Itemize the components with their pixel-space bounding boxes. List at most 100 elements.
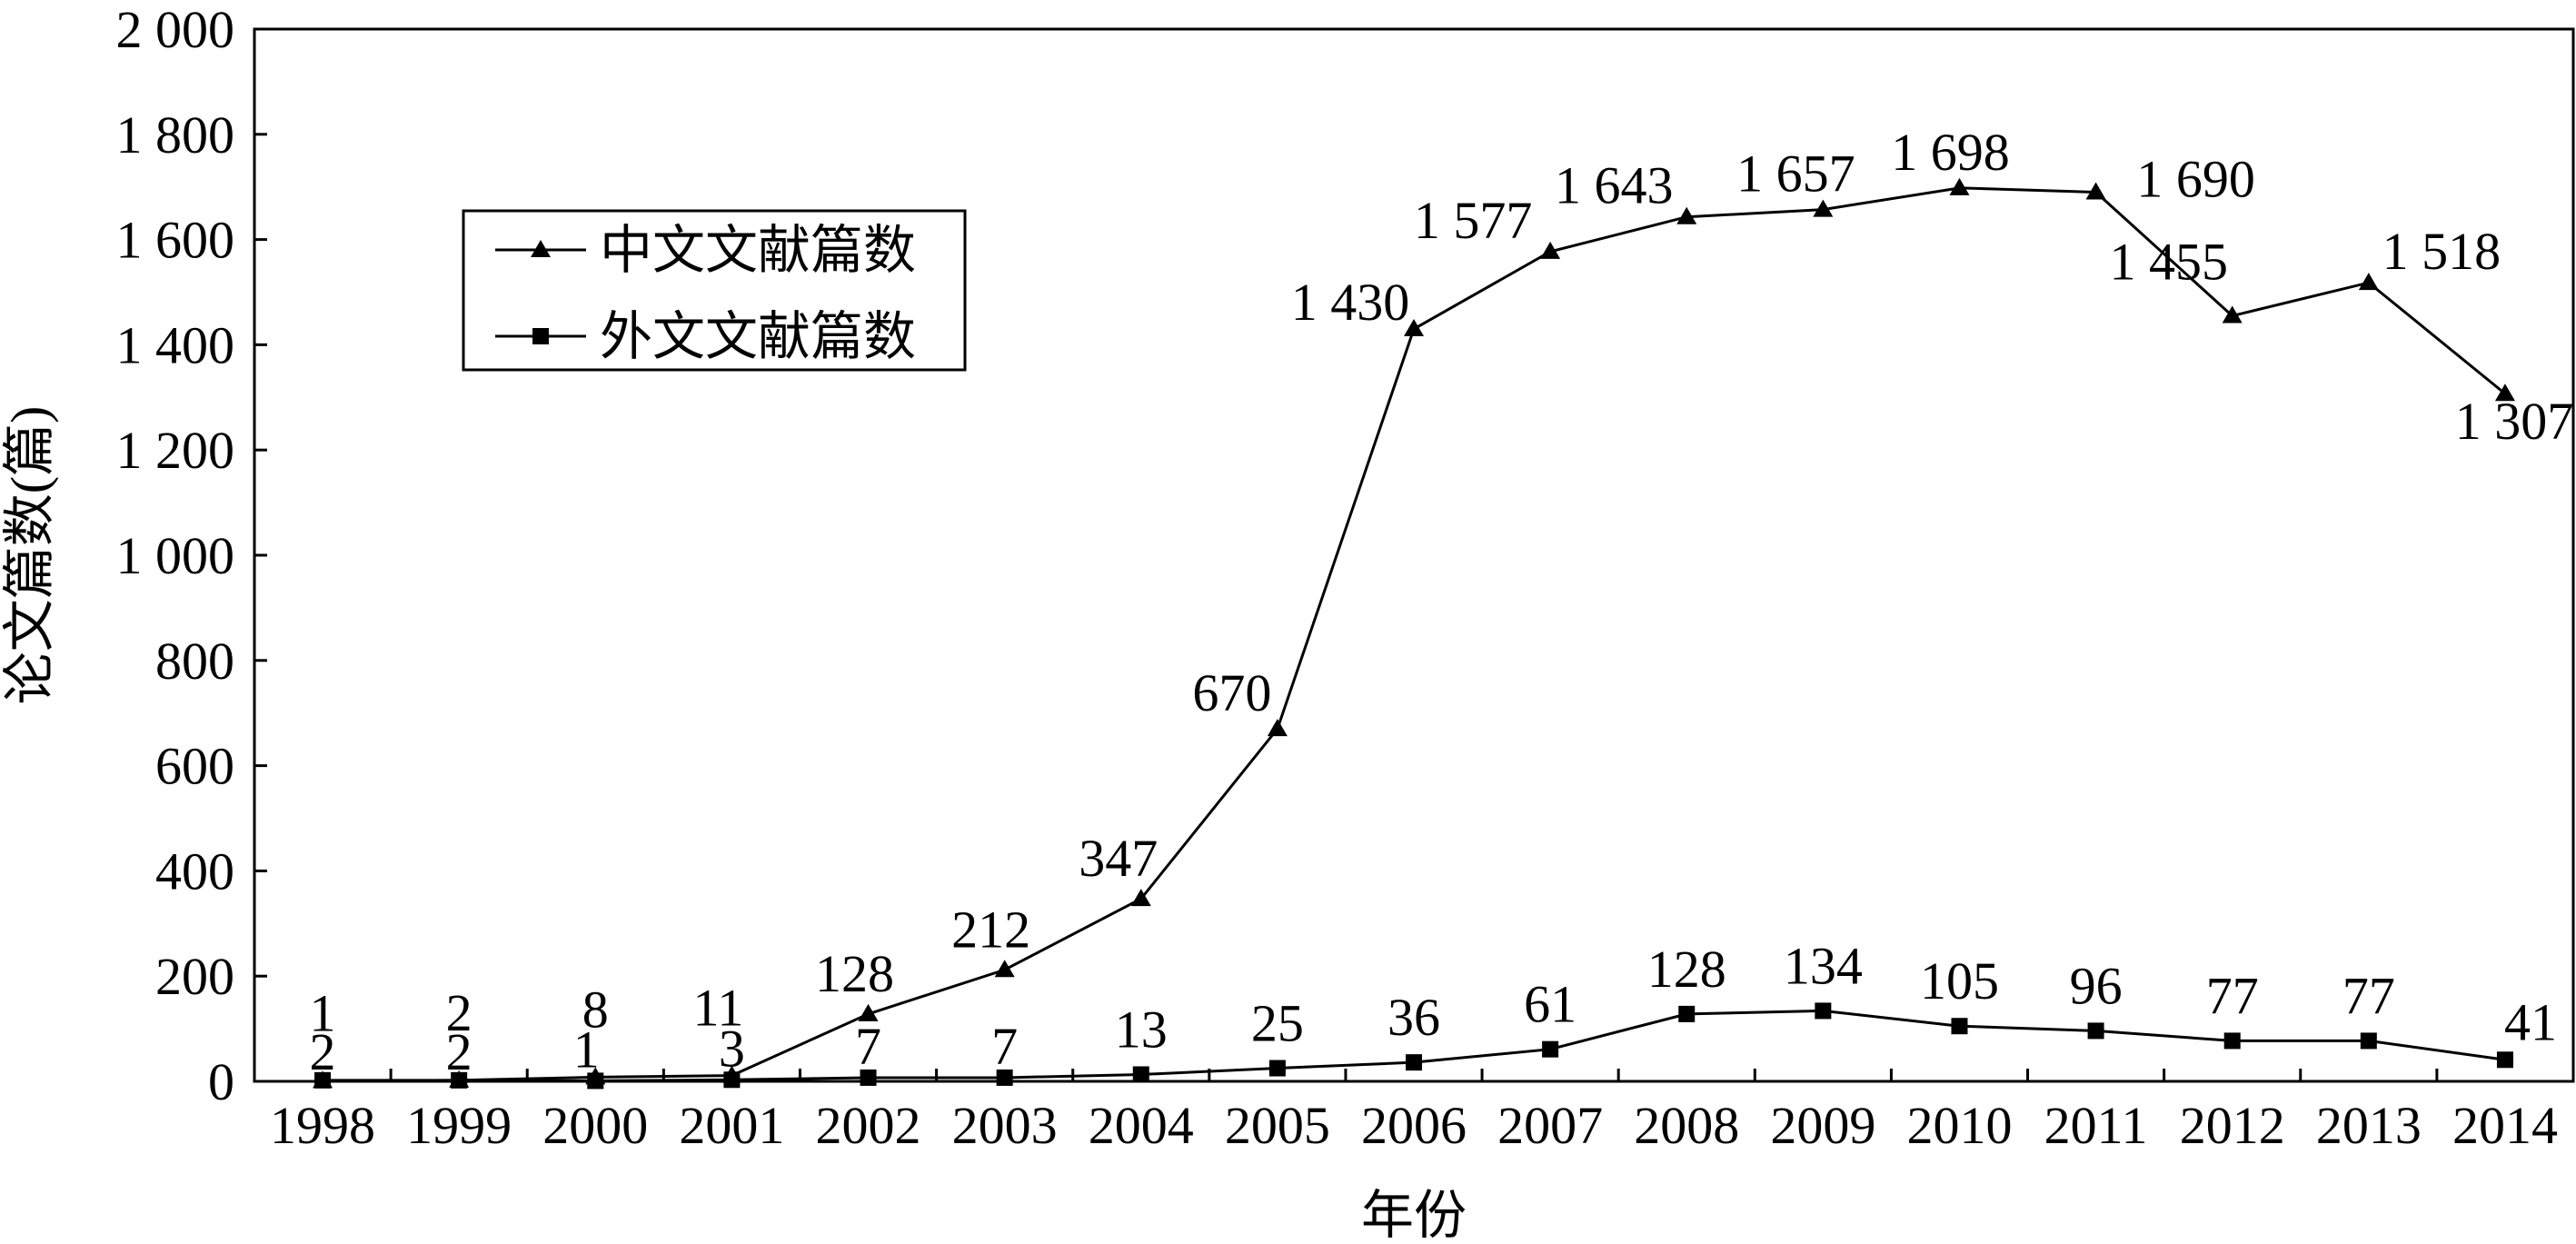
data-point <box>451 1071 468 1089</box>
y-tick-label: 200 <box>155 947 234 1006</box>
data-label: 347 <box>1079 829 1158 888</box>
x-tick-label: 2000 <box>542 1096 648 1155</box>
data-point <box>994 960 1015 978</box>
data-label: 128 <box>815 944 894 1003</box>
data-point <box>2358 273 2379 291</box>
data-label: 1 690 <box>2136 149 2255 208</box>
data-point <box>2496 1051 2513 1069</box>
x-tick-label: 2004 <box>1089 1096 1194 1155</box>
data-point <box>1540 241 1561 259</box>
data-point <box>1678 1005 1696 1022</box>
data-label: 77 <box>2342 966 2395 1025</box>
data-label: 77 <box>2206 966 2259 1025</box>
legend-marker <box>532 328 549 344</box>
y-tick-label: 800 <box>155 632 234 691</box>
y-axis: 0 200 400 600 800 1 000 1 200 1 400 1 600 1 800 2 … <box>116 0 267 1111</box>
data-point <box>1132 1066 1149 1083</box>
data-point <box>2222 305 2243 323</box>
y-tick-label: 1 600 <box>116 211 235 270</box>
data-label: 2 <box>310 1022 336 1081</box>
data-label: 41 <box>2504 992 2557 1051</box>
x-tick-label: 2009 <box>1770 1096 1875 1155</box>
data-label: 134 <box>1784 936 1863 995</box>
data-point <box>1268 1060 1286 1077</box>
data-label: 2 <box>446 983 472 1042</box>
data-label: 1 643 <box>1555 156 1674 215</box>
data-label: 7 <box>991 1017 1018 1076</box>
data-label: 1 <box>573 1020 600 1079</box>
x-axis-title: 年份 <box>1361 1186 1467 1244</box>
y-tick-label: 400 <box>155 841 234 901</box>
data-point <box>858 1003 879 1021</box>
data-point <box>1404 319 1424 337</box>
data-point <box>1815 1002 1832 1020</box>
data-label: 1 657 <box>1736 144 1855 204</box>
data-label: 1 518 <box>2382 222 2501 281</box>
data-label: 3 <box>719 1019 745 1078</box>
x-tick-label: 2008 <box>1634 1096 1739 1155</box>
x-tick-label: 2006 <box>1361 1096 1467 1155</box>
x-tick-label: 2002 <box>816 1096 921 1155</box>
data-point <box>1813 199 1834 217</box>
x-tick-label: 2007 <box>1497 1096 1603 1155</box>
data-label: 1 577 <box>1414 191 1533 250</box>
data-point <box>314 1071 332 1089</box>
data-label: 1 307 <box>2455 392 2574 451</box>
data-point <box>2494 383 2515 402</box>
y-tick-label: 0 <box>208 1052 234 1111</box>
data-label: 61 <box>1524 975 1576 1034</box>
x-tick-label: 2014 <box>2452 1096 2558 1155</box>
data-label: 2 <box>446 1022 472 1081</box>
data-point <box>2223 1032 2241 1050</box>
data-point <box>860 1069 877 1086</box>
data-point <box>996 1069 1013 1086</box>
data-label: 212 <box>951 900 1030 959</box>
x-tick-label: 2011 <box>2044 1096 2148 1155</box>
x-tick-label: 1999 <box>406 1096 512 1155</box>
data-label: 128 <box>1647 940 1726 999</box>
y-tick-label: 600 <box>155 737 234 796</box>
data-point <box>723 1071 741 1089</box>
legend-label: 中文文献篇数 <box>600 221 916 280</box>
data-point <box>1130 889 1151 907</box>
y-tick-label: 1 800 <box>116 105 235 164</box>
y-tick-label: 1 400 <box>116 315 235 374</box>
data-label: 36 <box>1387 988 1440 1047</box>
legend-label: 外文文献篇数 <box>600 307 916 366</box>
data-label: 96 <box>2070 956 2123 1015</box>
x-tick-label: 2001 <box>679 1096 784 1155</box>
data-label: 13 <box>1115 1000 1168 1059</box>
data-label: 1 430 <box>1291 273 1410 332</box>
x-axis: 1998 1999 2000 2001 2002 2003 2004 2005 2006 2007… <box>270 1069 2558 1155</box>
data-point <box>1949 177 1970 195</box>
data-point <box>1676 206 1697 224</box>
x-tick-label: 1998 <box>270 1096 375 1155</box>
y-tick-label: 1 000 <box>116 526 235 585</box>
legend-marker <box>531 240 551 257</box>
y-tick-label: 1 200 <box>116 421 235 480</box>
data-point <box>1406 1054 1422 1071</box>
x-tick-label: 2010 <box>1906 1096 2012 1155</box>
y-tick-label: 2 000 <box>116 0 235 59</box>
data-label: 105 <box>1920 951 1999 1010</box>
data-label: 11 <box>692 979 743 1038</box>
data-point <box>2085 182 2106 200</box>
data-point <box>1267 719 1288 737</box>
data-label: 25 <box>1251 994 1304 1053</box>
data-label: 7 <box>855 1017 881 1076</box>
data-label: 8 <box>582 980 609 1039</box>
data-label: 1 <box>310 983 336 1042</box>
data-point <box>587 1072 604 1090</box>
data-label: 1 698 <box>1891 123 2010 182</box>
data-point <box>2087 1022 2104 1040</box>
data-label: 1 455 <box>2109 233 2228 292</box>
x-tick-label: 2005 <box>1225 1096 1330 1155</box>
data-point <box>2360 1032 2377 1050</box>
x-tick-label: 2003 <box>952 1096 1058 1155</box>
x-tick-label: 2013 <box>2316 1096 2422 1155</box>
